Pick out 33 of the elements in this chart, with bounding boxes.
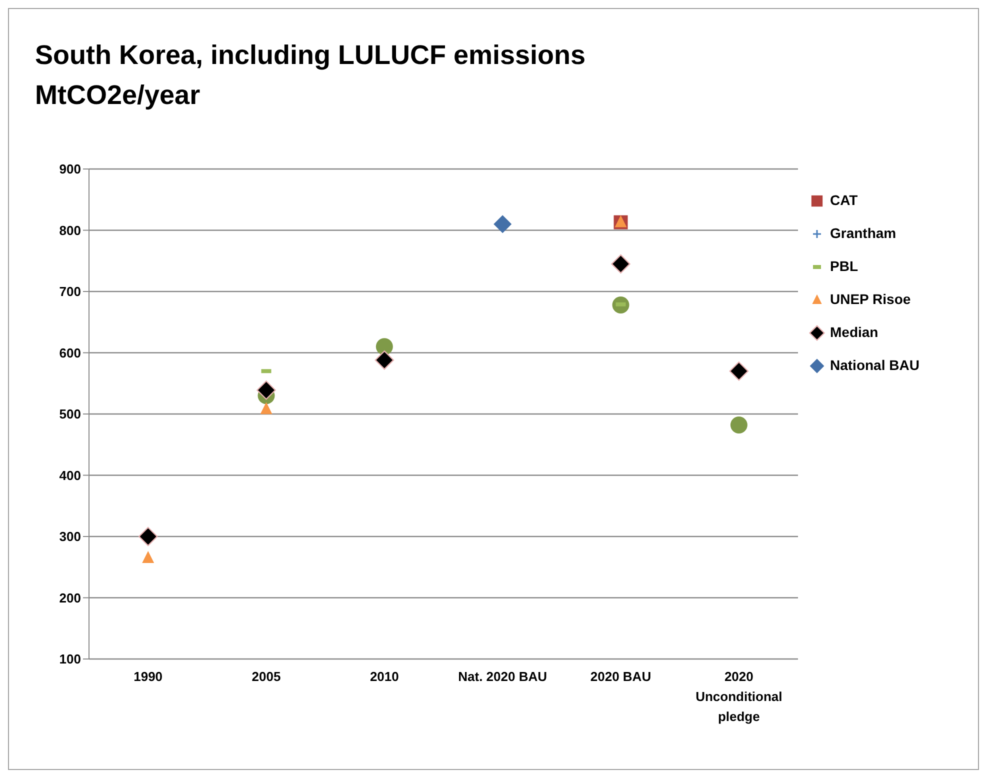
- point: [374, 350, 394, 370]
- point: [256, 380, 276, 400]
- legend-label: Grantham: [830, 224, 896, 243]
- legend-label: National BAU: [830, 356, 920, 375]
- point: [611, 254, 630, 274]
- y-tick-label: 800: [59, 222, 81, 238]
- chart-subtitle: MtCO2e/year: [35, 79, 202, 112]
- legend-label: CAT: [830, 191, 858, 210]
- x-tick-label: 2005: [252, 669, 281, 684]
- x-tick-label: 2020 Unconditional pledge: [696, 669, 782, 724]
- y-tick-label: 400: [59, 468, 81, 483]
- point: [730, 416, 748, 434]
- point: [376, 338, 393, 356]
- point: [260, 402, 272, 414]
- chart-title: South Korea, including LULUCF emissions: [35, 39, 586, 72]
- y-tick-label: 100: [59, 652, 81, 667]
- y-tick-label: 200: [59, 590, 81, 606]
- point: [138, 526, 158, 546]
- point: [494, 215, 512, 234]
- x-tick-label: Nat. 2020 BAU: [458, 669, 548, 684]
- point: [142, 550, 154, 563]
- y-tick-label: 500: [59, 406, 81, 422]
- legend-label: PBL: [830, 257, 858, 276]
- x-tick-label: 2010: [370, 669, 399, 684]
- y-tick-label: 300: [59, 529, 81, 544]
- legend-label: UNEP Risoe: [830, 290, 911, 309]
- y-tick-label: 700: [59, 284, 81, 300]
- point: [729, 362, 749, 381]
- x-tick-label: 1990: [134, 669, 163, 684]
- x-tick-label: 2020 BAU: [590, 669, 652, 684]
- legend-label: Median: [830, 323, 878, 342]
- y-tick-label: 600: [59, 345, 81, 360]
- y-tick-label: 900: [59, 162, 81, 177]
